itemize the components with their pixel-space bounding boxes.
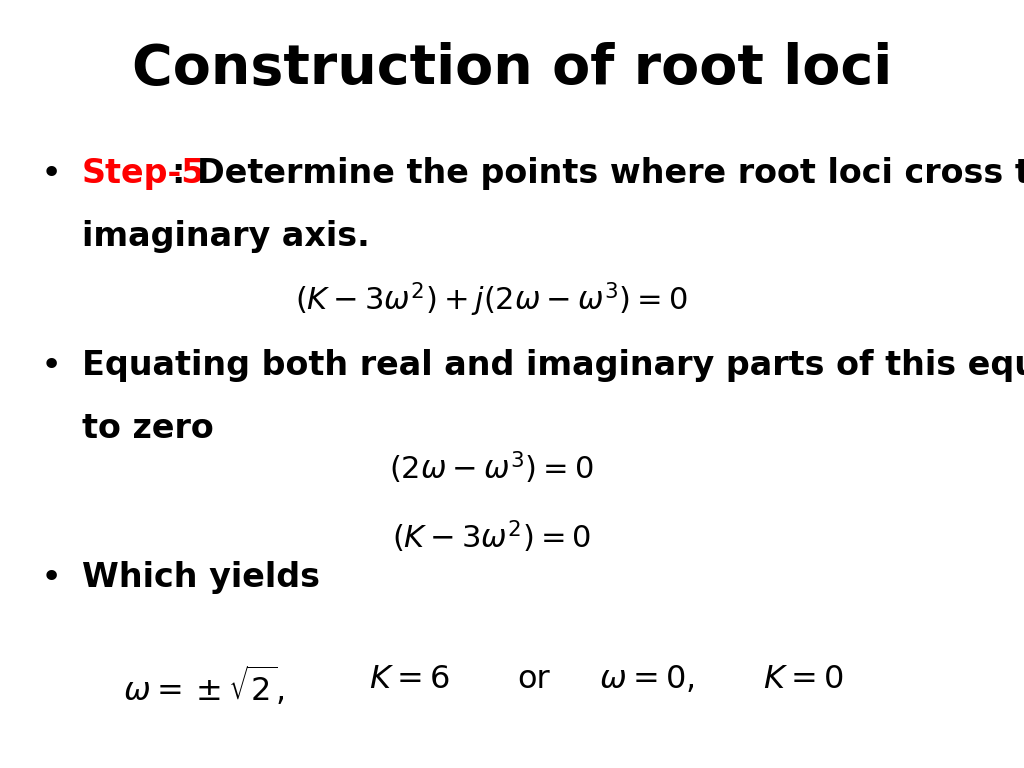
Text: $K = 6$: $K = 6$: [369, 664, 450, 695]
Text: Step-5: Step-5: [82, 157, 206, 190]
Text: $\omega = \pm\sqrt{2},$: $\omega = \pm\sqrt{2},$: [123, 664, 284, 708]
Text: imaginary axis.: imaginary axis.: [82, 220, 370, 253]
Text: Which yields: Which yields: [82, 561, 319, 594]
Text: $(K-3\omega^2)+j(2\omega-\omega^3)=0$: $(K-3\omega^2)+j(2\omega-\omega^3)=0$: [295, 280, 688, 319]
Text: or: or: [517, 664, 550, 695]
Text: Equating both real and imaginary parts of this equation: Equating both real and imaginary parts o…: [82, 349, 1024, 382]
Text: $(K-3\omega^2)=0$: $(K-3\omega^2)=0$: [392, 518, 591, 555]
Text: $(2\omega-\omega^3)=0$: $(2\omega-\omega^3)=0$: [389, 449, 594, 486]
Text: •: •: [41, 561, 62, 594]
Text: : Determine the points where root loci cross the: : Determine the points where root loci c…: [172, 157, 1024, 190]
Text: •: •: [41, 349, 62, 383]
Text: to zero: to zero: [82, 412, 214, 445]
Text: •: •: [41, 157, 62, 191]
Text: $K = 0$: $K = 0$: [763, 664, 844, 695]
Text: Construction of root loci: Construction of root loci: [132, 42, 892, 96]
Text: $\omega = 0,$: $\omega = 0,$: [599, 664, 694, 695]
